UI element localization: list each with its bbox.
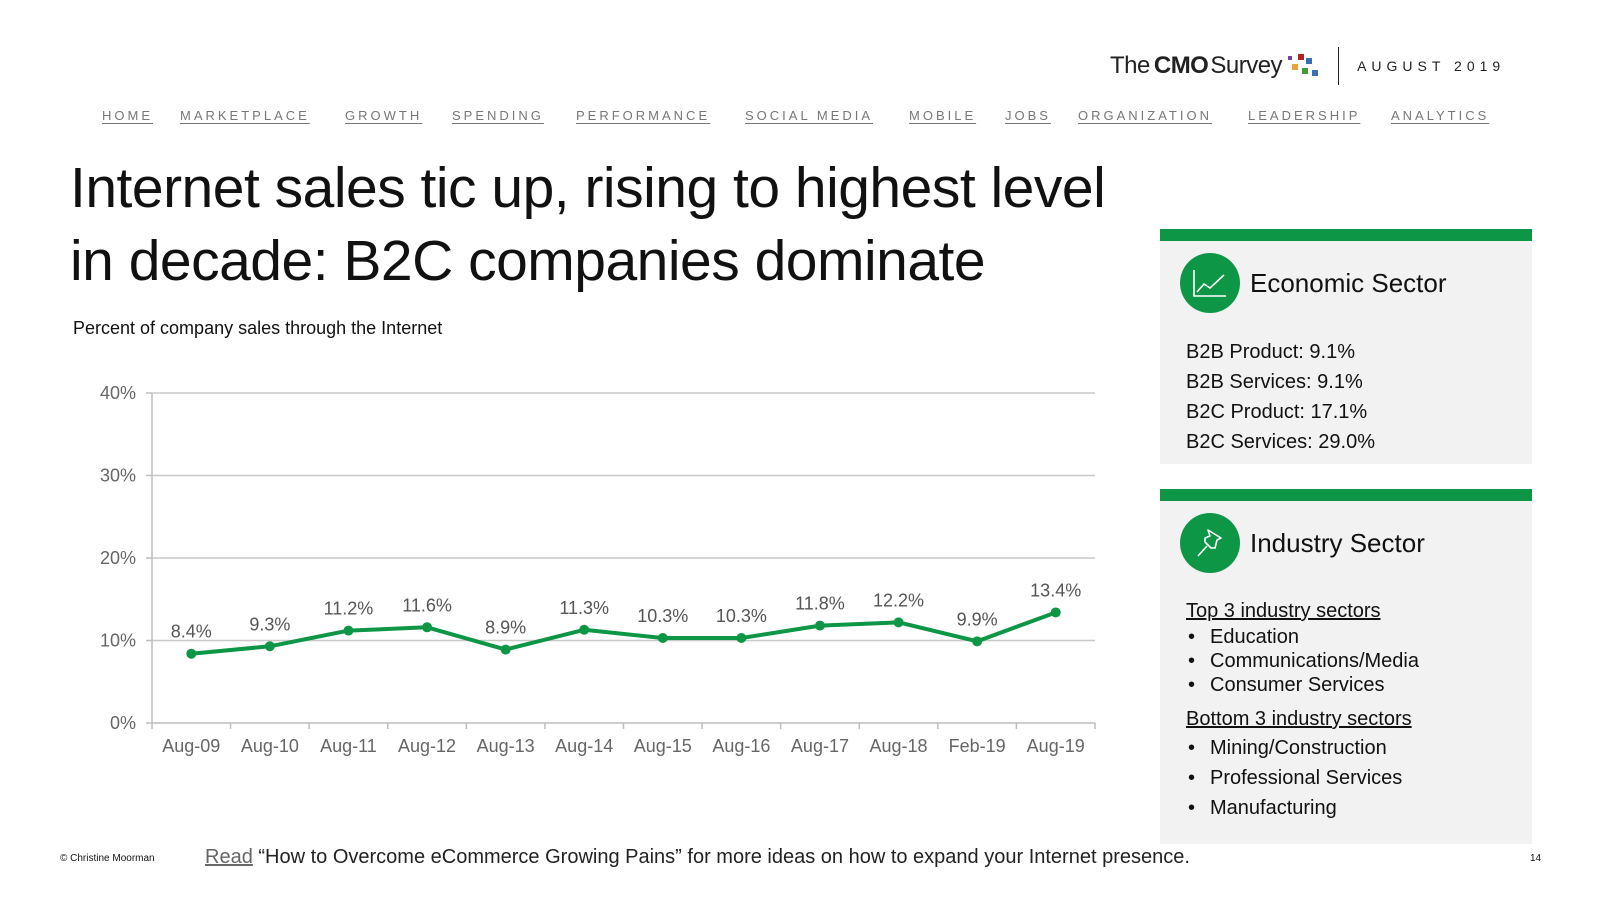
read-article-text: “How to Overcome eCommerce Growing Pains… [252, 846, 1190, 868]
bottom-sector-item: Mining/Construction [1186, 733, 1532, 763]
report-date: AUGUST 2019 [1357, 58, 1506, 74]
industry-sector-panel: Industry Sector Top 3 industry sectors E… [1160, 489, 1532, 844]
data-point [1050, 607, 1061, 618]
data-point [579, 624, 590, 635]
read-article-link[interactable]: Read [205, 846, 253, 868]
bottom-sector-item: Manufacturing [1186, 793, 1532, 823]
data-point [500, 644, 511, 655]
page-title: Internet sales tic up, rising to highest… [70, 152, 1160, 298]
economic-sector-list: B2B Product: 9.1% B2B Services: 9.1% B2C… [1186, 337, 1532, 457]
pushpin-icon [1180, 513, 1240, 573]
data-label: 12.2% [873, 590, 924, 610]
x-tick-label: Aug-11 [320, 736, 377, 756]
bottom-sector-item: Professional Services [1186, 763, 1532, 793]
page-number: 14 [1530, 853, 1542, 864]
nav-performance[interactable]: PERFORMANCE [576, 108, 711, 123]
nav-growth[interactable]: GROWTH [345, 108, 423, 123]
y-tick-label: 30% [100, 466, 136, 486]
nav-analytics[interactable]: ANALYTICS [1391, 108, 1490, 123]
line-chart-icon [1180, 253, 1240, 313]
industry-sector-header: Industry Sector [1180, 511, 1532, 575]
cmo-survey-logo[interactable]: The CMO Survey [1110, 52, 1320, 80]
top-sector-item: Education [1186, 625, 1532, 649]
data-label: 9.3% [249, 614, 290, 634]
economic-item-b2c-product: B2C Product: 17.1% [1186, 401, 1368, 423]
nav-jobs[interactable]: JOBS [1005, 108, 1051, 123]
data-label: 8.4% [171, 622, 212, 642]
y-tick-label: 20% [100, 548, 136, 568]
x-tick-label: Aug-18 [870, 736, 928, 756]
data-point [814, 620, 825, 631]
x-tick-label: Aug-16 [712, 736, 770, 756]
x-tick-label: Feb-19 [949, 736, 1006, 756]
x-tick-label: Aug-15 [634, 736, 692, 756]
y-tick-label: 10% [100, 631, 136, 651]
economic-item-b2b-services: B2B Services: 9.1% [1186, 371, 1363, 393]
chart-subtitle: Percent of company sales through the Int… [73, 318, 443, 338]
x-tick-label: Aug-10 [241, 736, 299, 756]
series-line [191, 610, 1057, 656]
copyright-notice: © Christine Moorman [60, 853, 155, 864]
nav-marketplace[interactable]: MARKETPLACE [180, 108, 310, 123]
economic-sector-panel: Economic Sector B2B Product: 9.1% B2B Se… [1160, 229, 1532, 464]
footer-read-note: Read “How to Overcome eCommerce Growing … [205, 846, 1190, 869]
y-tick-label: 40% [100, 383, 136, 403]
bottom-sectors-heading: Bottom 3 industry sectors [1186, 708, 1412, 730]
nav-home[interactable]: HOME [102, 108, 153, 123]
logo-word-cmo: CMO [1153, 52, 1209, 79]
data-label: 11.3% [559, 598, 609, 618]
data-label: 10.3% [716, 606, 767, 626]
nav-spending[interactable]: SPENDING [452, 108, 544, 123]
data-point [893, 617, 904, 628]
top-sectors-heading: Top 3 industry sectors [1186, 600, 1381, 622]
y-tick-label: 0% [110, 713, 136, 733]
data-label: 10.3% [637, 606, 688, 626]
nav-social-media[interactable]: SOCIAL MEDIA [745, 108, 873, 123]
data-point [736, 633, 747, 644]
data-point [422, 622, 433, 633]
internet-sales-line-chart: 0% 10% 20% 30% 40% Aug-09 Aug-10 Aug-11 Aug-12 Au… [100, 383, 1096, 756]
nav-organization[interactable]: ORGANIZATION [1078, 108, 1212, 123]
x-tick-label: Aug-14 [555, 736, 613, 756]
top-sector-item: Communications/Media [1186, 649, 1532, 673]
nav-leadership[interactable]: LEADERSHIP [1248, 108, 1361, 123]
x-tick-label: Aug-12 [398, 736, 456, 756]
brand-header: The CMO Survey AUGUST 2019 [1110, 46, 1505, 86]
logo-dots-icon [1286, 52, 1320, 80]
data-point [343, 625, 354, 636]
logo-word-survey: Survey [1210, 52, 1283, 79]
data-label: 11.2% [324, 599, 374, 619]
bottom-sectors-list: Mining/Construction Professional Service… [1186, 733, 1532, 823]
economic-item-b2b-product: B2B Product: 9.1% [1186, 341, 1355, 363]
page-title-line-1: Internet sales tic up, rising to highest… [70, 156, 1106, 220]
x-tick-label: Aug-09 [162, 736, 220, 756]
x-tick-label: Aug-17 [791, 736, 849, 756]
data-point [657, 633, 668, 644]
x-tick-label: Aug-13 [477, 736, 535, 756]
economic-sector-header: Economic Sector [1180, 251, 1532, 315]
data-point [972, 636, 983, 647]
industry-sector-title: Industry Sector [1250, 527, 1425, 558]
top-sectors-list: Education Communications/Media Consumer … [1186, 625, 1532, 697]
brand-divider [1338, 47, 1340, 85]
economic-item-b2c-services: B2C Services: 29.0% [1186, 431, 1375, 453]
top-navigation: HOME MARKETPLACE GROWTH SPENDING PERFORM… [0, 108, 1600, 128]
data-label: 11.8% [795, 594, 845, 614]
x-tick-label: Aug-19 [1027, 736, 1085, 756]
logo-word-the: The [1110, 52, 1150, 79]
data-label: 8.9% [485, 618, 526, 638]
economic-sector-title: Economic Sector [1250, 267, 1447, 298]
data-label: 11.6% [402, 595, 452, 615]
data-point [186, 648, 197, 659]
data-label: 13.4% [1030, 580, 1081, 600]
top-sector-item: Consumer Services [1186, 673, 1532, 697]
data-label: 9.9% [957, 609, 998, 629]
nav-mobile[interactable]: MOBILE [909, 108, 977, 123]
page-title-line-2: in decade: B2C companies dominate [70, 229, 986, 293]
data-point [264, 641, 275, 652]
